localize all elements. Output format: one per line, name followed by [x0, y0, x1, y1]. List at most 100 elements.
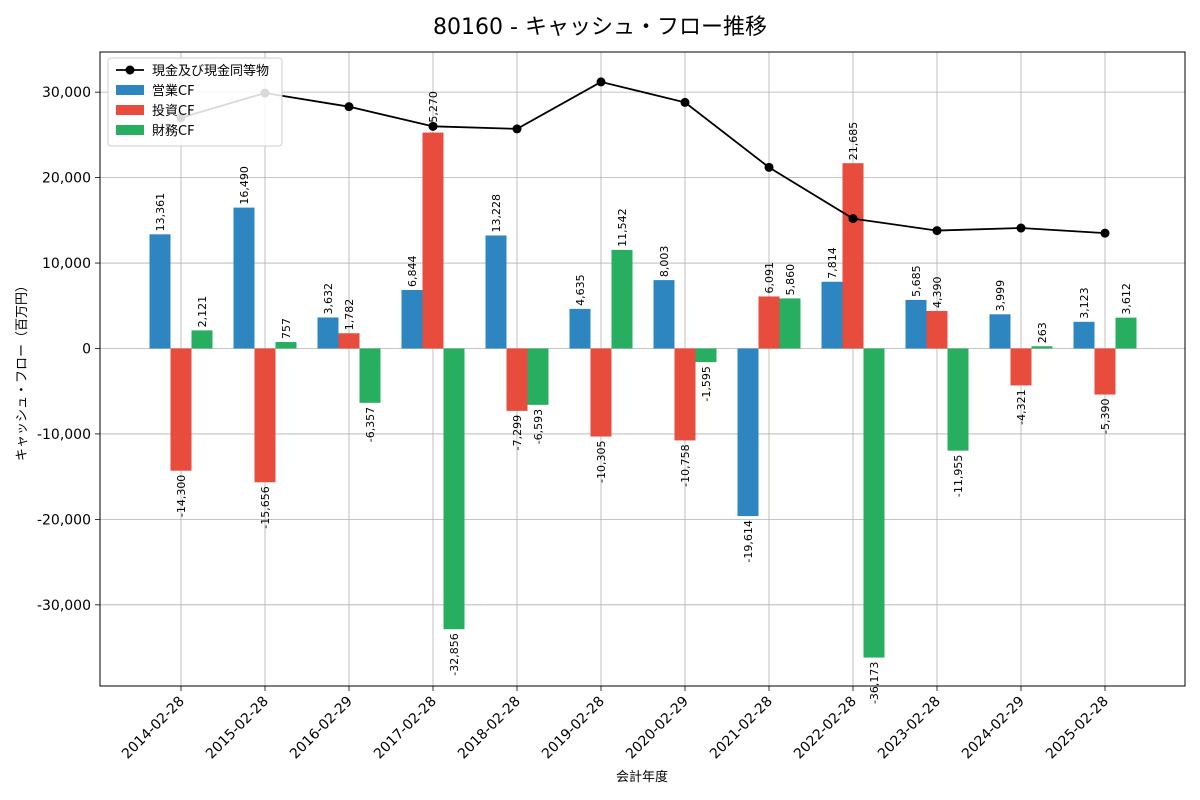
bar-投資CF — [338, 333, 360, 349]
y-tick-label: -10,000 — [37, 427, 91, 443]
data-label: 3,632 — [322, 283, 335, 315]
cash-line — [176, 77, 1110, 238]
bar-投資CF — [1010, 348, 1032, 386]
data-label: 3,612 — [1120, 283, 1133, 315]
bar-投資CF — [926, 310, 948, 349]
bar-営業CF — [569, 308, 591, 349]
data-label: 4,635 — [574, 274, 587, 306]
data-label: -5,390 — [1099, 399, 1112, 434]
bar-営業CF — [1073, 321, 1095, 349]
data-label: 2,121 — [196, 296, 209, 328]
data-label: 25,270 — [427, 91, 440, 130]
line-point — [1100, 228, 1110, 238]
line-現金及び現金同等物 — [180, 80, 1106, 235]
bar-営業CF — [821, 281, 843, 349]
data-label: 1,782 — [343, 299, 356, 331]
data-label: 263 — [1036, 322, 1049, 343]
bar-財務CF — [779, 298, 801, 349]
data-label: 6,091 — [763, 262, 776, 294]
data-label: 6,844 — [406, 256, 419, 288]
bar-財務CF — [611, 249, 633, 349]
x-tick-label: 2018-02-28 — [455, 694, 524, 763]
line-point — [344, 102, 354, 112]
bar-営業CF — [989, 314, 1011, 349]
bar-投資CF — [422, 132, 444, 349]
legend-swatch — [116, 125, 144, 135]
data-label: -6,593 — [532, 409, 545, 444]
bar-営業CF — [653, 280, 675, 349]
bar-営業CF — [233, 207, 255, 349]
bar-営業CF — [317, 317, 339, 349]
bar-投資CF — [674, 348, 696, 441]
x-tick-label: 2021-02-28 — [707, 694, 776, 763]
y-tick-label: 20,000 — [42, 171, 91, 187]
bar-財務CF — [947, 348, 969, 451]
x-tick-label: 2020-02-29 — [623, 694, 692, 763]
data-label: 3,999 — [994, 280, 1007, 312]
data-label: 3,123 — [1078, 287, 1091, 319]
data-label: -4,321 — [1015, 389, 1028, 424]
bar-営業CF — [737, 348, 759, 517]
bar-投資CF — [842, 163, 864, 349]
line-point — [848, 214, 858, 224]
legend-label: 財務CF — [152, 124, 195, 139]
legend-swatch — [116, 105, 144, 115]
data-label: 16,490 — [238, 166, 251, 205]
bar-財務CF — [1115, 317, 1137, 349]
x-tick-label: 2024-02-29 — [959, 694, 1028, 763]
x-tick-label: 2015-02-28 — [203, 694, 272, 763]
y-axis-label: キャッシュ・フロー（百万円） — [15, 279, 30, 461]
data-label: 757 — [280, 318, 293, 339]
data-label: -19,614 — [742, 520, 755, 562]
x-tick-label: 2014-02-28 — [119, 694, 188, 763]
legend-swatch — [116, 85, 144, 95]
data-label: -10,305 — [595, 441, 608, 483]
bar-財務CF — [359, 348, 381, 403]
data-label: 5,860 — [784, 264, 797, 296]
bar-投資CF — [506, 348, 528, 411]
line-point — [428, 121, 438, 131]
data-label: -36,173 — [868, 662, 881, 704]
bar-営業CF — [401, 290, 423, 349]
bar-財務CF — [275, 342, 297, 349]
line-point — [596, 77, 606, 87]
data-label: -32,856 — [448, 633, 461, 675]
data-label: 4,390 — [931, 276, 944, 308]
bar-投資CF — [1094, 348, 1116, 395]
y-tick-label: 0 — [82, 341, 91, 357]
x-tick-label: 2025-02-28 — [1043, 694, 1112, 763]
data-label: -1,595 — [700, 366, 713, 401]
bar-財務CF — [191, 330, 213, 349]
data-label: -11,955 — [952, 455, 965, 497]
data-label: 5,685 — [910, 265, 923, 297]
bar-財務CF — [1031, 346, 1053, 349]
x-tick-label: 2022-02-28 — [791, 694, 860, 763]
bar-財務CF — [527, 348, 549, 405]
data-label: 13,361 — [154, 193, 167, 232]
data-label: -14,300 — [175, 475, 188, 517]
data-label: 13,228 — [490, 194, 503, 233]
legend-box — [107, 57, 283, 147]
data-label: 11,542 — [616, 208, 629, 247]
legend-marker — [125, 65, 135, 75]
bar-営業CF — [905, 299, 927, 349]
y-tick-label: -20,000 — [37, 512, 91, 528]
data-label: -15,656 — [259, 486, 272, 528]
bar-投資CF — [254, 348, 276, 483]
y-tick-label: 10,000 — [42, 256, 91, 272]
x-tick-label: 2023-02-28 — [875, 694, 944, 763]
line-point — [1016, 223, 1026, 233]
legend-label: 営業CF — [152, 83, 195, 99]
x-axis-label: 会計年度 — [616, 769, 668, 785]
bar-投資CF — [590, 348, 612, 437]
data-label: -7,299 — [511, 415, 524, 450]
bar-営業CF — [149, 234, 171, 349]
x-tick-label: 2019-02-28 — [539, 694, 608, 763]
chart-title: 80160 - キャッシュ・フロー推移 — [433, 15, 767, 40]
bar-財務CF — [443, 348, 465, 630]
y-tick-label: -30,000 — [37, 598, 91, 614]
data-label: -6,357 — [364, 407, 377, 442]
x-tick-label: 2016-02-29 — [287, 694, 356, 763]
